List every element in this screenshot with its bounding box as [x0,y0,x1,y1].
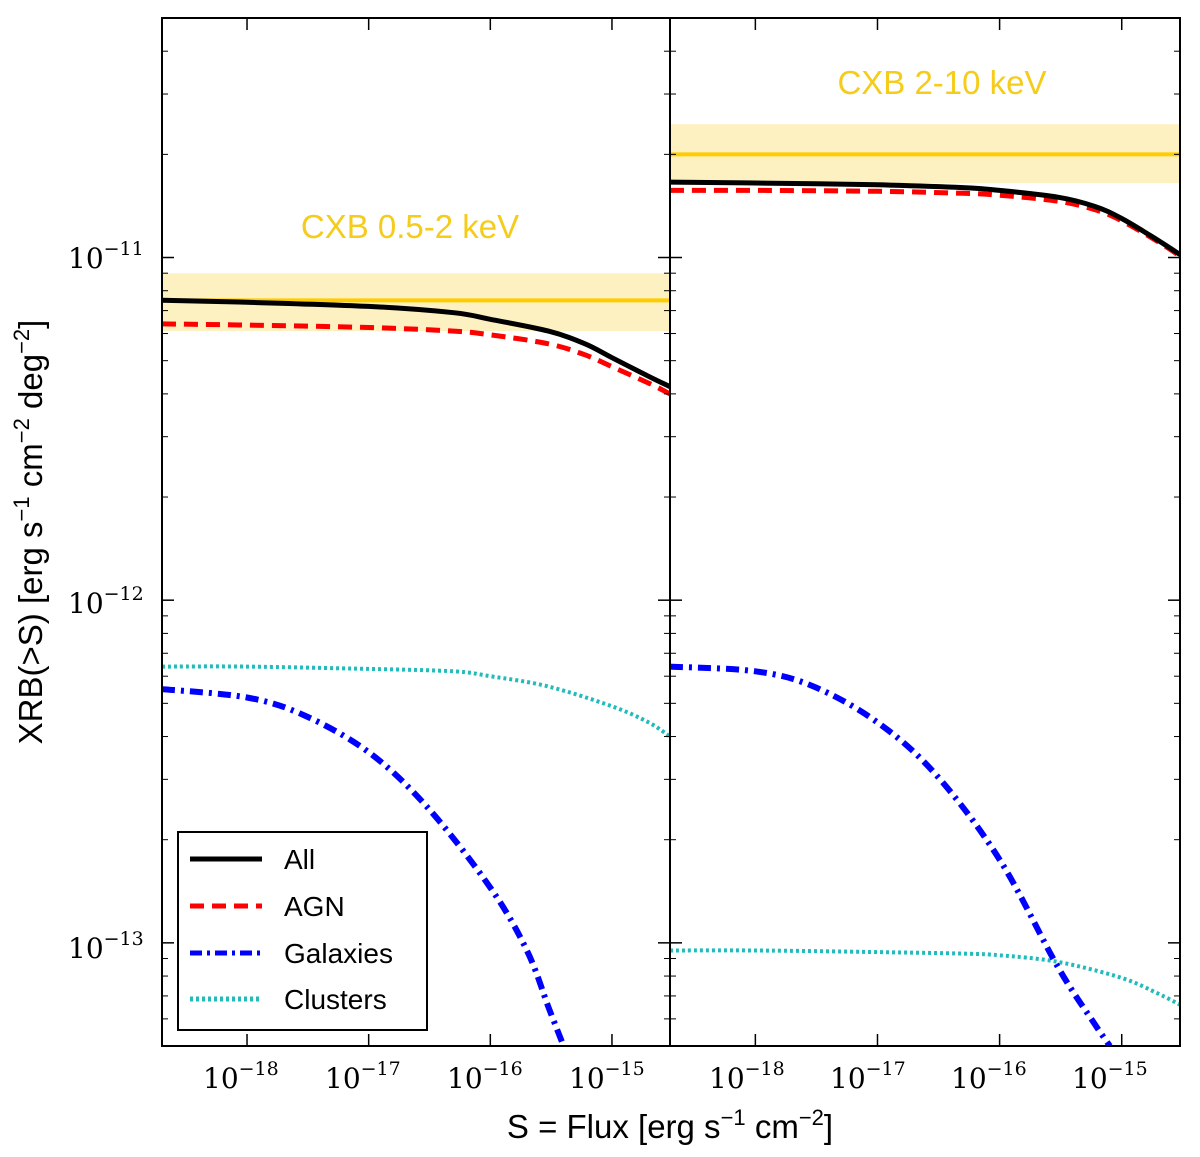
series-all [670,179,1180,257]
x-tick-label: 10−17 [325,1058,401,1095]
legend-label-galaxies: Galaxies [284,938,393,969]
series-clusters [670,948,1180,1007]
plot-area [670,124,1180,1046]
x-tick-labels-left: 10−18 10−17 10−16 10−15 [203,1058,645,1095]
y-axis-label: XRB(>S) [erg s−1 cm−2 deg−2] [9,320,49,745]
x-tick-label: 10−15 [1072,1058,1148,1095]
series-galaxies [670,663,1113,1046]
y-tick-label: 10−12 [68,583,144,620]
series-galaxies [162,686,567,1046]
x-tick-labels-right: 10−18 10−17 10−16 10−15 [709,1058,1148,1095]
legend-label-all: All [284,844,315,875]
panel-left [161,17,671,1047]
y-tick-labels: 10−11 10−12 10−13 [68,238,144,965]
y-tick-label: 10−13 [68,928,144,965]
panel-right [669,17,1181,1047]
y-tick-label: 10−11 [68,238,144,275]
legend-box [177,831,428,1031]
plot-frame [669,17,1181,1047]
series-agn [670,187,1180,259]
series-agn [162,321,670,397]
legend-label-clusters: Clusters [284,984,387,1015]
legend: All AGN Galaxies Clusters [177,831,428,1031]
plot-area [162,273,670,1046]
x-tick-label: 10−16 [951,1058,1027,1095]
series-all [162,297,670,389]
x-tick-label: 10−17 [830,1058,906,1095]
x-tick-label: 10−18 [709,1058,785,1095]
panel-right-annotation: CXB 2-10 keV [837,64,1046,101]
series-clusters [162,664,670,739]
x-axis-label: S = Flux [erg s−1 cm−2] [507,1105,833,1145]
x-tick-label: 10−16 [447,1058,523,1095]
x-tick-label: 10−18 [203,1058,279,1095]
legend-label-agn: AGN [284,891,345,922]
panel-left-annotation: CXB 0.5-2 keV [301,208,519,245]
x-tick-label: 10−15 [569,1058,645,1095]
